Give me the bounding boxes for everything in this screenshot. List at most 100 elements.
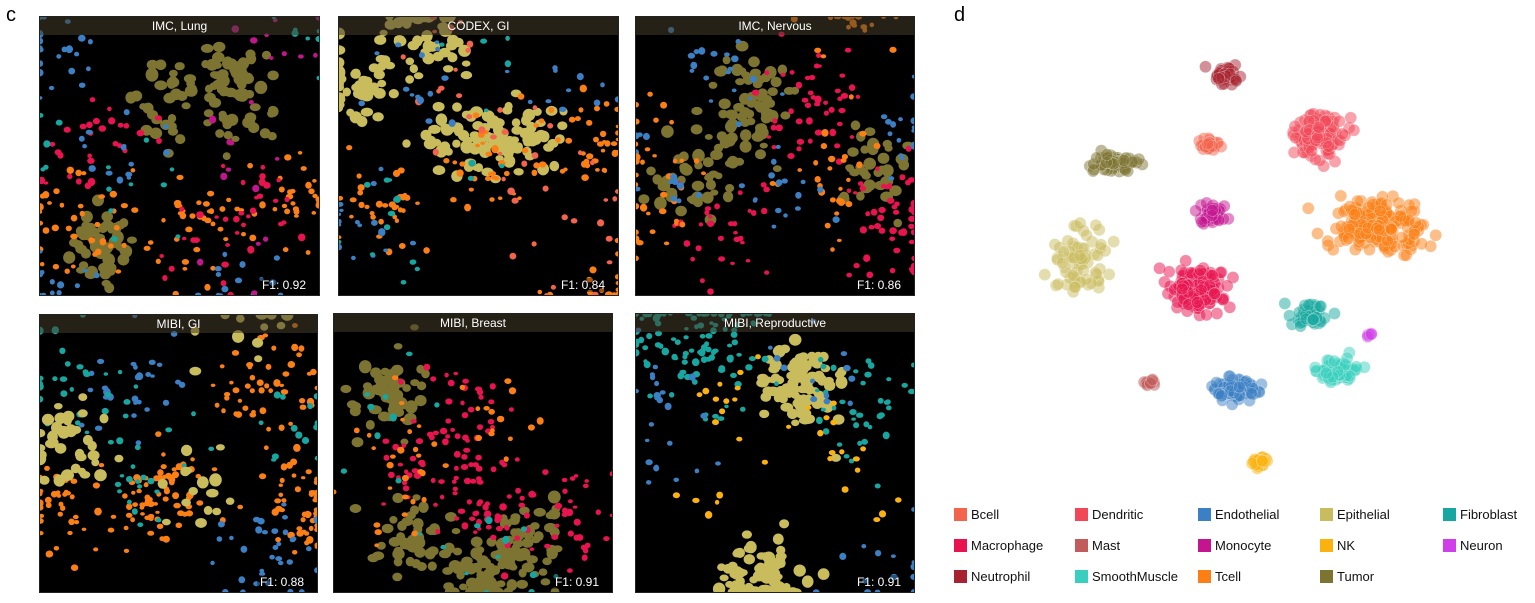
- cell-tumor: [181, 102, 191, 110]
- cell-bcell: [597, 219, 605, 227]
- cell-endothelial: [847, 400, 853, 407]
- cell-fibroblast: [708, 354, 715, 361]
- cell-macrophage: [780, 72, 786, 77]
- cell-endothelial: [910, 117, 914, 125]
- cell-tcell: [538, 161, 547, 168]
- cell-fibroblast: [849, 409, 857, 416]
- cell-tumor: [731, 63, 744, 76]
- cell-macrophage: [839, 73, 846, 78]
- cell-tcell: [312, 179, 317, 183]
- cell-nk: [734, 385, 741, 391]
- cell-bcell: [478, 126, 486, 134]
- cell-tcell: [40, 220, 44, 226]
- cell-macrophage: [489, 383, 496, 390]
- cell-endothelial: [817, 186, 824, 193]
- legend-swatch: [954, 569, 967, 583]
- cell-tumor: [183, 74, 197, 84]
- cell-bcell: [561, 214, 568, 221]
- cell-epithelial: [487, 118, 496, 127]
- cell-tcell: [889, 46, 897, 53]
- cell-endothelial: [136, 399, 142, 405]
- cell-epithelial: [195, 518, 207, 528]
- cell-fibroblast: [815, 388, 820, 393]
- cell-tumor: [521, 562, 535, 573]
- cell-epithelial: [180, 466, 191, 477]
- cell-tumor: [167, 114, 177, 123]
- cell-monocyte: [225, 167, 232, 172]
- cell-tcell: [120, 203, 128, 209]
- cell-macrophage: [500, 572, 509, 580]
- cell-endothelial: [131, 413, 137, 418]
- cell-fibroblast: [59, 347, 66, 354]
- cell-tumor: [63, 251, 76, 264]
- cell-tcell: [356, 173, 362, 179]
- f1-score: F1: 0.91: [551, 575, 602, 589]
- cell-bcell: [606, 260, 613, 265]
- cell-macrophage: [433, 502, 438, 507]
- cell-tumor: [722, 191, 734, 203]
- cell-epithelial: [373, 88, 386, 99]
- cell-fibroblast: [699, 334, 706, 339]
- cell-tcell: [390, 454, 396, 459]
- cell-tumor: [204, 84, 214, 94]
- cell-tcell: [231, 350, 240, 356]
- cell-tcell: [614, 237, 618, 244]
- cell-epithelial: [762, 562, 775, 574]
- cell-nk: [827, 456, 833, 462]
- cell-epithelial: [741, 530, 752, 539]
- cell-bcell: [400, 54, 406, 60]
- cell-epithelial: [188, 487, 198, 496]
- cell-nk: [817, 429, 824, 437]
- cell-tcell: [485, 176, 491, 182]
- cell-bcell: [511, 197, 519, 204]
- cell-macrophage: [859, 226, 867, 234]
- cell-tumor: [494, 548, 507, 562]
- cell-tcell: [272, 207, 278, 212]
- cell-tcell: [229, 380, 234, 385]
- tsne-point-endothelial: [1233, 380, 1246, 394]
- cell-tumor: [372, 384, 384, 396]
- legend-label: Bcell: [971, 506, 1000, 522]
- cell-endothelial: [636, 186, 641, 192]
- cell-nk: [755, 354, 761, 360]
- cell-macrophage: [453, 516, 460, 521]
- cell-tcell: [386, 461, 394, 469]
- cell-macrophage: [438, 479, 445, 484]
- cell-endothelial: [783, 213, 788, 218]
- cell-epithelial: [801, 386, 811, 394]
- tsne-point-tcell: [1385, 223, 1398, 236]
- cell-epithelial: [361, 76, 373, 86]
- cell-epithelial: [405, 75, 414, 84]
- cell-macrophage: [874, 223, 882, 230]
- cell-fibroblast: [877, 397, 884, 404]
- cell-tcell: [636, 255, 639, 262]
- cell-tumor: [139, 103, 148, 110]
- cell-fibroblast: [316, 75, 319, 81]
- cell-epithelial: [813, 390, 825, 399]
- cell-endothelial: [229, 535, 234, 541]
- cell-epithelial: [719, 574, 729, 582]
- cell-fibroblast: [830, 364, 837, 371]
- cell-epithelial: [460, 71, 473, 80]
- tsne-point-macrophage: [1208, 287, 1221, 301]
- cell-endothelial: [221, 285, 229, 293]
- cell-epithelial: [808, 354, 821, 367]
- cell-tcell: [233, 411, 239, 417]
- cell-endothelial: [898, 117, 903, 122]
- cell-endothelial: [40, 249, 43, 254]
- cell-epithelial: [438, 47, 451, 58]
- cell-tumor: [753, 100, 763, 111]
- cell-tcell: [459, 161, 466, 167]
- cell-endothelial: [673, 477, 679, 482]
- cell-fibroblast: [339, 239, 342, 244]
- cell-tcell: [636, 203, 640, 210]
- cell-macrophage: [519, 495, 525, 501]
- cell-macrophage: [92, 117, 100, 125]
- cell-tcell: [249, 234, 257, 242]
- cell-macrophage: [483, 510, 492, 518]
- cell-endothelial: [885, 118, 892, 125]
- cell-macrophage: [467, 406, 475, 413]
- cell-macrophage: [196, 211, 204, 219]
- cell-macrophage: [855, 94, 861, 99]
- cell-fibroblast: [642, 345, 649, 351]
